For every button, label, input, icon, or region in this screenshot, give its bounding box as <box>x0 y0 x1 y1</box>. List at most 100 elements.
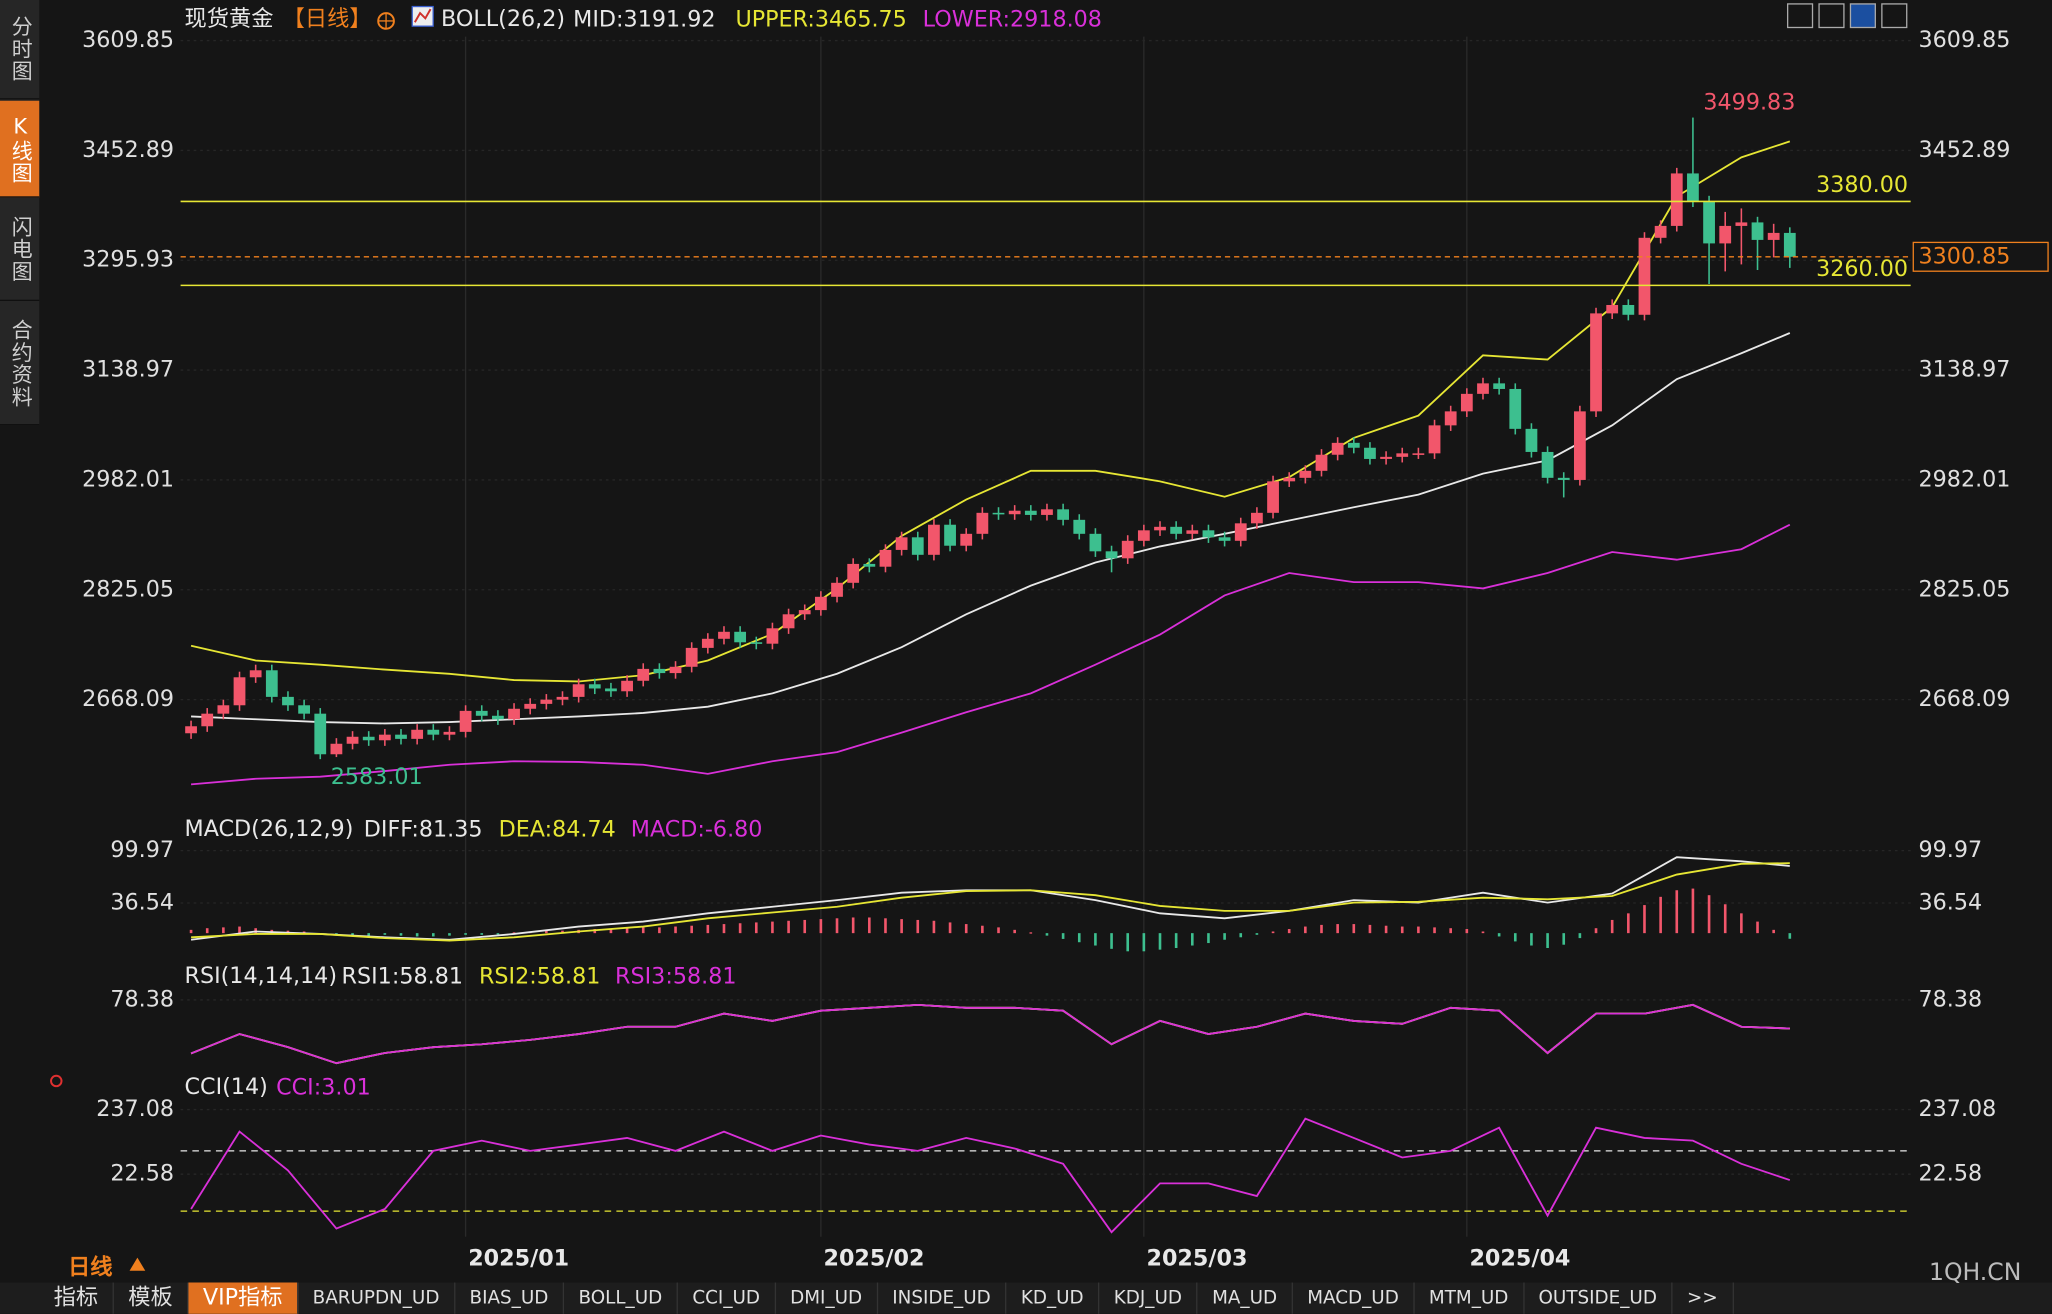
watermark: 1QH.CN <box>1928 1258 2022 1287</box>
histogram-bar <box>625 928 629 934</box>
candle-body <box>1638 237 1651 315</box>
candle-body <box>1557 477 1570 480</box>
candle-body <box>282 696 294 706</box>
histogram-bar <box>1255 933 1259 935</box>
indicator-tab[interactable]: BIAS_UD <box>455 1282 565 1314</box>
indicator-tab[interactable]: BOLL_UD <box>564 1282 678 1314</box>
histogram-bar <box>1094 933 1097 946</box>
legend-name: RSI1: <box>342 963 400 989</box>
candle-body <box>1460 393 1473 412</box>
candle-body <box>992 512 1005 515</box>
histogram-bar <box>674 926 677 934</box>
indicator-tab[interactable]: BARUPDN_UD <box>298 1282 456 1314</box>
indicator-tab[interactable]: MA_UD <box>1198 1282 1293 1314</box>
candle-body <box>1057 509 1070 520</box>
y-tick-label: 3138.97 <box>82 357 174 383</box>
histogram-bar <box>1562 933 1566 945</box>
candle-body <box>637 668 650 681</box>
y-tick-label: 2825.05 <box>82 576 174 602</box>
indicator-tab[interactable]: MACD_UD <box>1293 1282 1415 1314</box>
y-tick-label: 237.08 <box>96 1096 174 1122</box>
candle-body <box>1380 456 1392 459</box>
candle-body <box>1751 222 1764 240</box>
candle-body <box>750 642 763 644</box>
histogram-bar <box>545 930 548 934</box>
candle-body <box>1299 470 1312 478</box>
candle-body <box>1783 232 1796 257</box>
indicator-tab[interactable]: DMI_UD <box>776 1282 878 1314</box>
period-arrow[interactable] <box>129 1257 146 1271</box>
histogram-bar <box>480 933 484 935</box>
candle-body <box>718 631 730 639</box>
y-tick-label-right: 78.38 <box>1919 986 1983 1012</box>
histogram-bar <box>1207 933 1210 944</box>
histogram-bar <box>1400 926 1404 934</box>
panel-title: 现货黄金 <box>185 6 274 32</box>
histogram-bar <box>1481 931 1485 934</box>
side-tab[interactable]: K线图 <box>0 100 40 198</box>
indicator-tab[interactable]: 指标 <box>39 1282 114 1314</box>
indicator-line <box>190 1003 1790 1065</box>
histogram-bar <box>690 925 693 934</box>
candle-body <box>265 670 278 697</box>
histogram-bar <box>819 919 823 934</box>
indicator-tab[interactable]: CCI_UD <box>678 1282 776 1314</box>
tool-icon[interactable] <box>1849 3 1876 29</box>
candle-body <box>1105 551 1118 559</box>
legend-name: UPPER: <box>735 6 814 32</box>
alert-icon[interactable] <box>50 1074 63 1088</box>
indicator-tab[interactable]: KDJ_UD <box>1099 1282 1198 1314</box>
legend-name: LOWER: <box>923 6 1010 32</box>
price-line-label: 3260.00 <box>1816 256 1908 282</box>
y-tick-label-right: 3138.97 <box>1919 357 2011 383</box>
tool-icon[interactable] <box>1786 3 1814 29</box>
histogram-bar <box>1029 932 1033 934</box>
candle-body <box>911 537 924 555</box>
price-line-label: 3380.00 <box>1816 172 1908 198</box>
histogram-bar <box>1368 924 1372 934</box>
histogram-bar <box>1287 929 1291 934</box>
y-tick-label: 3609.85 <box>82 27 174 53</box>
candle-body <box>798 610 811 615</box>
indicator-tab[interactable]: >> <box>1673 1282 1734 1314</box>
period-label[interactable]: 日线 <box>68 1255 113 1282</box>
y-tick-label: 99.97 <box>110 837 174 863</box>
histogram-bar <box>916 919 920 934</box>
tool-icon[interactable] <box>1881 3 1908 29</box>
indicator-tab[interactable]: MTM_UD <box>1415 1282 1525 1314</box>
side-tab[interactable]: 闪电图 <box>0 199 40 301</box>
y-tick-label-right: 22.58 <box>1919 1161 1983 1187</box>
histogram-bar <box>835 918 839 934</box>
histogram-bar <box>448 933 451 936</box>
histogram-bar <box>1788 933 1792 939</box>
histogram-bar <box>512 932 516 934</box>
histogram-bar <box>1190 933 1194 946</box>
side-tab[interactable]: 分时图 <box>0 0 40 100</box>
candle-body <box>701 638 714 648</box>
histogram-bar <box>1239 933 1243 938</box>
indicator-tab[interactable]: OUTSIDE_UD <box>1524 1282 1673 1314</box>
indicator-tabs: 指标 模板 VIP指标 BARUPDN_UD BIAS_UD BOLL_UD CCI_UD D… <box>0 1282 2052 1314</box>
legend-entry: RSI2:58.81 <box>479 963 600 989</box>
candle-body <box>508 708 520 720</box>
indicator-tab[interactable]: KD_UD <box>1006 1282 1100 1314</box>
histogram-bar <box>189 929 193 934</box>
histogram-bar <box>1013 929 1016 934</box>
boll-icon-line <box>413 8 432 23</box>
legend-value: 81.35 <box>419 816 483 842</box>
candle-body <box>1622 304 1635 315</box>
candle-body <box>976 512 989 534</box>
histogram-bar <box>1627 913 1630 934</box>
histogram-bar <box>932 920 936 934</box>
side-tab[interactable]: 合约资料 <box>0 302 40 426</box>
indicator-tab[interactable]: 模板 <box>114 1282 189 1314</box>
legend-name: MID: <box>573 6 623 32</box>
indicator-tab[interactable]: VIP指标 <box>188 1282 299 1314</box>
candle-body <box>362 736 375 741</box>
histogram-bar <box>787 920 790 934</box>
y-tick-label: 2668.09 <box>82 686 174 712</box>
histogram-bar <box>803 919 807 934</box>
tool-icon[interactable] <box>1818 3 1845 29</box>
indicator-tab[interactable]: INSIDE_UD <box>878 1282 1007 1314</box>
candle-body <box>1121 540 1134 559</box>
